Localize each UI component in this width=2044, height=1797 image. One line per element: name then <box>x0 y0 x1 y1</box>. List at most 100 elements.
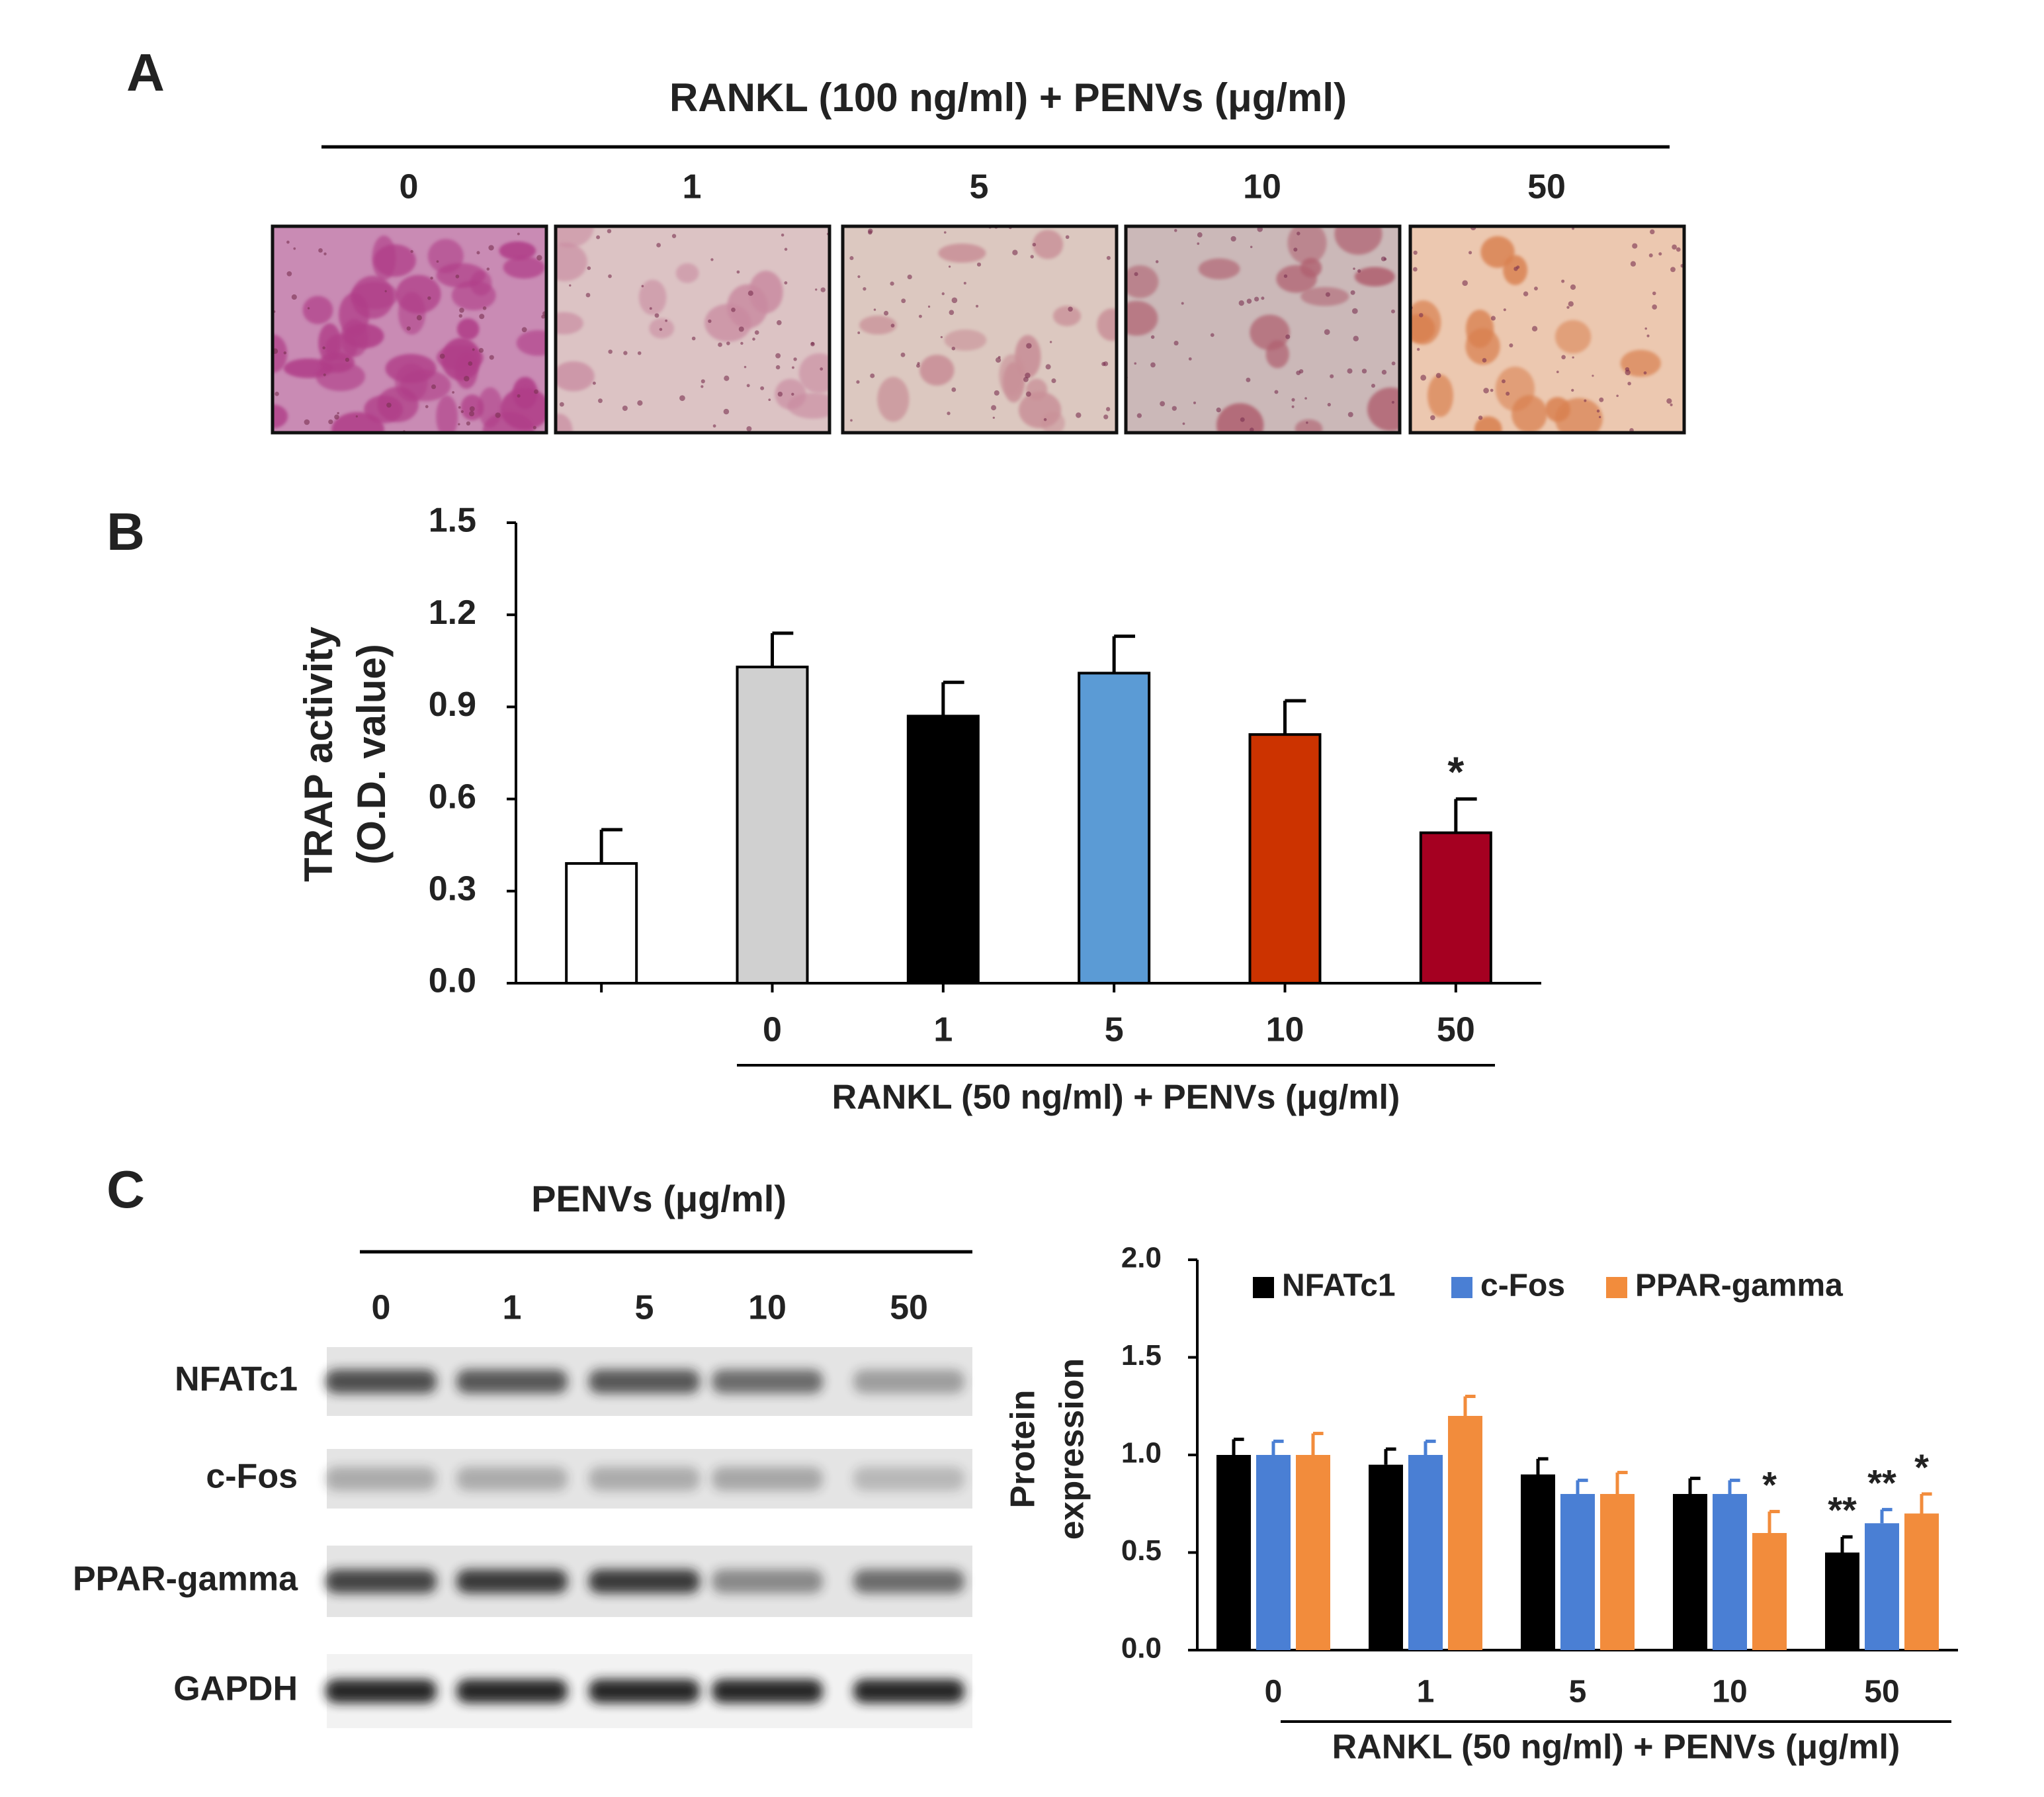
speck <box>744 365 747 369</box>
y-tick-label: 1.0 <box>1121 1437 1162 1469</box>
speck <box>1297 232 1300 236</box>
speck <box>592 381 596 385</box>
cell <box>451 281 496 310</box>
speck <box>1106 255 1111 260</box>
speck <box>1293 247 1298 252</box>
bar <box>1752 1533 1787 1650</box>
panel-label: A <box>126 43 165 102</box>
speck <box>322 346 325 350</box>
speck <box>608 349 613 354</box>
cell <box>398 292 426 335</box>
cell <box>1554 320 1592 354</box>
speck <box>532 425 536 429</box>
y-tick-label: 0.6 <box>429 777 476 816</box>
speck <box>863 287 867 291</box>
blot-band <box>853 1679 964 1703</box>
speck <box>1353 335 1359 341</box>
speck <box>427 296 431 300</box>
speck <box>521 327 527 333</box>
speck <box>868 230 873 235</box>
panel-title: RANKL (100 ng/ml) + PENVs (μg/ml) <box>669 75 1347 120</box>
speck <box>857 275 861 279</box>
blot-band <box>325 1679 437 1703</box>
speck <box>596 235 601 240</box>
speck <box>1670 403 1673 406</box>
speck <box>723 408 730 415</box>
speck <box>304 419 310 425</box>
speck <box>654 313 660 318</box>
speck <box>569 284 572 287</box>
y-tick-label: 0.3 <box>429 870 476 908</box>
speck <box>1658 252 1662 256</box>
speck <box>820 287 826 292</box>
speck <box>458 423 460 425</box>
speck <box>671 234 677 238</box>
speck <box>328 419 333 425</box>
cell <box>456 318 480 340</box>
y-axis-label: Protein <box>1004 1389 1043 1508</box>
micrograph-frame <box>271 224 548 435</box>
speck <box>1351 308 1358 314</box>
speck <box>637 400 643 406</box>
speck <box>416 315 422 321</box>
speck <box>1420 374 1427 381</box>
micrograph <box>556 226 830 433</box>
speck <box>1325 292 1330 297</box>
speck <box>665 319 667 322</box>
speck <box>890 281 894 286</box>
speck <box>439 353 445 359</box>
blot-band <box>456 1679 568 1703</box>
speck <box>479 314 485 320</box>
speck <box>1261 296 1265 300</box>
micrograph <box>273 226 546 433</box>
speck <box>1516 265 1520 269</box>
bar <box>1713 1494 1747 1650</box>
speck <box>1534 286 1538 290</box>
speck <box>489 355 494 360</box>
speck <box>517 394 521 398</box>
speck <box>533 389 538 394</box>
speck <box>873 308 876 311</box>
bar <box>736 666 809 985</box>
speck <box>1568 301 1574 307</box>
speck <box>752 337 755 341</box>
speck <box>472 348 475 351</box>
speck <box>1650 229 1655 235</box>
speck <box>726 341 730 345</box>
speck <box>1105 407 1111 412</box>
speck <box>637 351 642 355</box>
y-tick-label: 1.5 <box>1121 1339 1162 1372</box>
bar <box>1419 831 1492 985</box>
cell <box>1554 398 1603 433</box>
speck <box>559 402 564 407</box>
x-tick-label: 0 <box>763 1011 782 1049</box>
speck <box>746 384 750 388</box>
cell <box>638 279 667 316</box>
speck <box>607 229 612 234</box>
blot-band <box>853 1467 964 1491</box>
speck <box>293 247 296 250</box>
cell <box>749 271 783 314</box>
speck <box>1026 343 1032 349</box>
speck <box>286 240 290 244</box>
speck <box>1478 416 1483 420</box>
speck <box>585 292 591 298</box>
y-axis-label: TRAP activity <box>296 627 341 882</box>
speck <box>430 277 433 280</box>
speck <box>1250 427 1254 432</box>
speck <box>406 326 411 331</box>
speck <box>1134 362 1137 365</box>
concentration-label: 5 <box>970 168 989 206</box>
speck <box>1197 242 1200 245</box>
speck <box>452 391 454 394</box>
speck <box>482 306 487 310</box>
speck <box>1391 400 1395 404</box>
blot-band <box>456 1467 568 1491</box>
y-tick-label: 1.2 <box>429 593 476 632</box>
x-tick-label: 1 <box>933 1011 953 1049</box>
row-label: NFATc1 <box>175 1360 298 1399</box>
blot-band <box>853 1569 964 1593</box>
speck <box>701 385 704 388</box>
speck <box>994 390 1000 396</box>
